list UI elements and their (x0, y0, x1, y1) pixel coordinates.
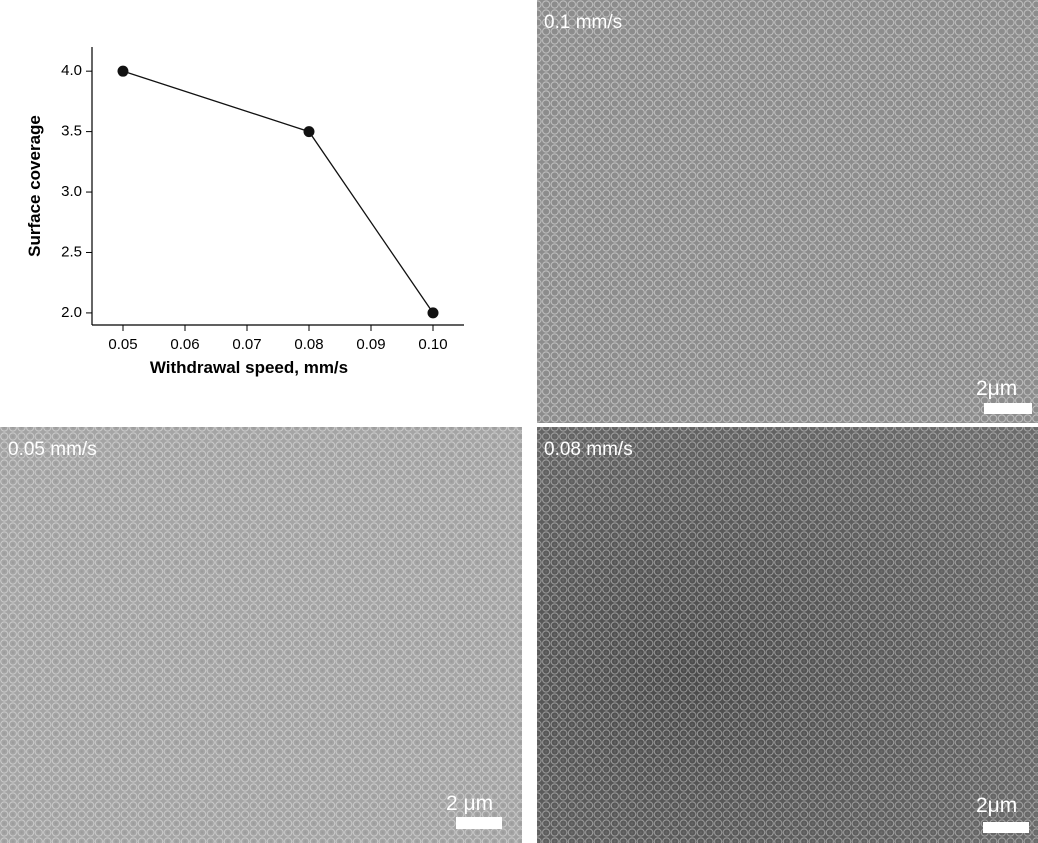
y-tick-label: 3.5 (61, 123, 82, 140)
x-tick-label: 0.09 (356, 336, 385, 353)
scale-bar (983, 822, 1029, 833)
scale-bar (456, 817, 502, 829)
panel-label: 0.1 mm/s (544, 12, 622, 33)
page: {"chart_data": {"type": "line", "x_label… (0, 0, 1038, 843)
x-tick-label: 0.10 (418, 336, 447, 353)
data-point (428, 307, 439, 318)
x-tick-label: 0.07 (232, 336, 261, 353)
y-tick-label: 4.0 (61, 62, 82, 79)
data-point (304, 126, 315, 137)
series-line (123, 71, 433, 313)
panel-label: 0.08 mm/s (544, 439, 633, 460)
data-point (118, 66, 129, 77)
y-axis-title: Surface coverage (25, 115, 44, 257)
x-tick-label: 0.08 (294, 336, 323, 353)
scale-label: 2μm (976, 377, 1017, 400)
x-tick-label: 0.06 (170, 336, 199, 353)
figure: 0.1 mm/s 2μm 0.05 mm/s 2 μm 0.08 mm/s 2μ… (0, 0, 1038, 843)
scale-bar (984, 403, 1032, 414)
sem-image-0.08: 0.08 mm/s 2μm (537, 427, 1038, 843)
x-axis-title: Withdrawal speed, mm/s (150, 358, 348, 377)
sem-image-0.05: 0.05 mm/s 2 μm (0, 427, 522, 843)
x-tick-label: 0.05 (108, 336, 137, 353)
y-tick-label: 2.5 (61, 243, 82, 260)
y-tick-label: 2.0 (61, 304, 82, 321)
scale-label: 2μm (976, 794, 1017, 817)
sem-image-0.1: 0.1 mm/s 2μm (537, 0, 1038, 423)
scale-label: 2 μm (446, 792, 493, 815)
y-tick-label: 3.0 (61, 183, 82, 200)
panel-label: 0.05 mm/s (8, 439, 97, 460)
